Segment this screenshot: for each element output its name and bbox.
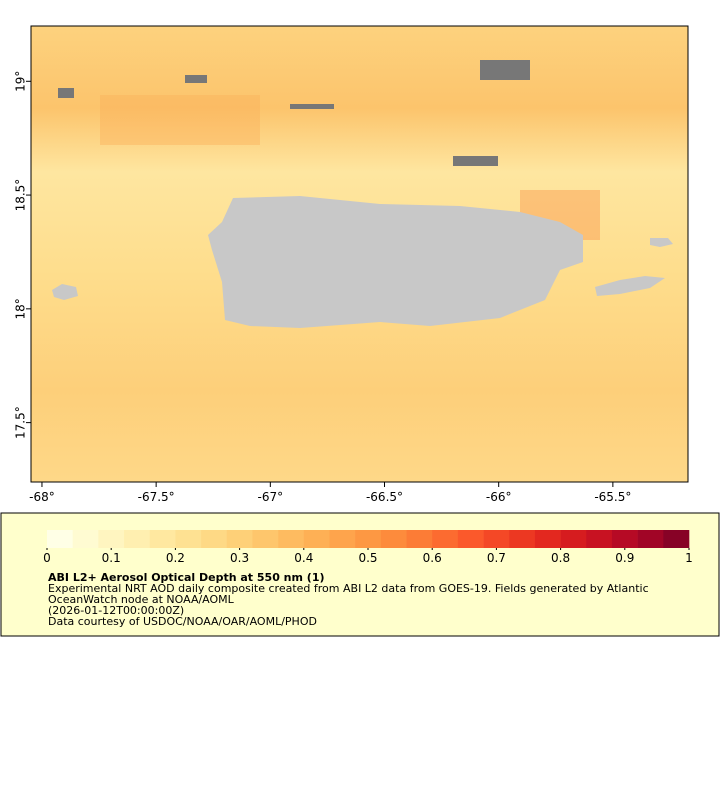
axes: -68° -67.5° -67° -66.5° -66° -65.5° 17.5° 18° 18… [14, 71, 632, 504]
y-tick-label: 18° [14, 298, 28, 319]
x-tick-label: -67° [258, 490, 284, 504]
colorbar-swatch [457, 530, 484, 548]
x-tick-label: -68° [29, 490, 55, 504]
caption-line: Data courtesy of USDOC/NOAA/OAR/AOML/PHO… [48, 615, 317, 628]
colorbar-tick-label: 0.9 [615, 551, 634, 565]
colorbar-tick-label: 0.3 [230, 551, 249, 565]
colorbar-tick-label: 0.2 [166, 551, 185, 565]
caption-line: (2026-01-12T00:00:00Z) [48, 604, 184, 617]
colorbar-swatch [586, 530, 613, 548]
colorbar-swatch [124, 530, 151, 548]
colorbar-swatch [534, 530, 561, 548]
colorbar-swatch [329, 530, 356, 548]
colorbar-swatch [509, 530, 536, 548]
colorbar-swatch [149, 530, 176, 548]
colorbar-swatch [663, 530, 690, 548]
colorbar-swatch [226, 530, 253, 548]
colorbar-tick-label: 0.4 [294, 551, 313, 565]
colorbar-swatch [72, 530, 99, 548]
colorbar-swatch [252, 530, 279, 548]
x-tick-label: -66.5° [366, 490, 403, 504]
y-tick-label: 19° [14, 71, 28, 92]
colorbar-swatch [432, 530, 459, 548]
colorbar-tick-label: 0.6 [423, 551, 442, 565]
colorbar-tick-label: 0.1 [102, 551, 121, 565]
colorbar-swatch [98, 530, 125, 548]
colorbar-swatch [483, 530, 510, 548]
caption-line: Experimental NRT AOD daily composite cre… [48, 582, 649, 595]
colorbar-swatch [175, 530, 202, 548]
colorbar-swatch [560, 530, 587, 548]
colorbar-tick-label: 0.8 [551, 551, 570, 565]
colorbar-swatch [201, 530, 228, 548]
caption-line: OceanWatch node at NOAA/AOML [48, 593, 235, 606]
colorbar-swatch [380, 530, 407, 548]
colorbar-tick-label: 0 [43, 551, 51, 565]
colorbar-swatch [278, 530, 305, 548]
y-tick-label: 17.5° [14, 406, 28, 439]
colorbar-swatch [406, 530, 433, 548]
colorbar-swatch [637, 530, 664, 548]
x-tick-label: -67.5° [138, 490, 175, 504]
caption-title: ABI L2+ Aerosol Optical Depth at 550 nm … [48, 571, 325, 584]
colorbar-tick-label: 0.7 [487, 551, 506, 565]
x-tick-label: -65.5° [594, 490, 631, 504]
colorbar-swatch [611, 530, 638, 548]
x-tick-label: -66° [486, 490, 512, 504]
colorbar-tick-label: 1 [685, 551, 693, 565]
colorbar-swatch [303, 530, 330, 548]
map-imagery [30, 25, 689, 483]
colorbar-swatch [47, 530, 73, 548]
colorbar-swatch [355, 530, 382, 548]
colorbar-tick-label: 0.5 [358, 551, 377, 565]
y-tick-label: 18.5° [14, 179, 28, 212]
colorbar: 0 0.1 0.2 0.3 0.4 0.5 0.6 0.7 0.8 0.9 1 [43, 530, 693, 565]
